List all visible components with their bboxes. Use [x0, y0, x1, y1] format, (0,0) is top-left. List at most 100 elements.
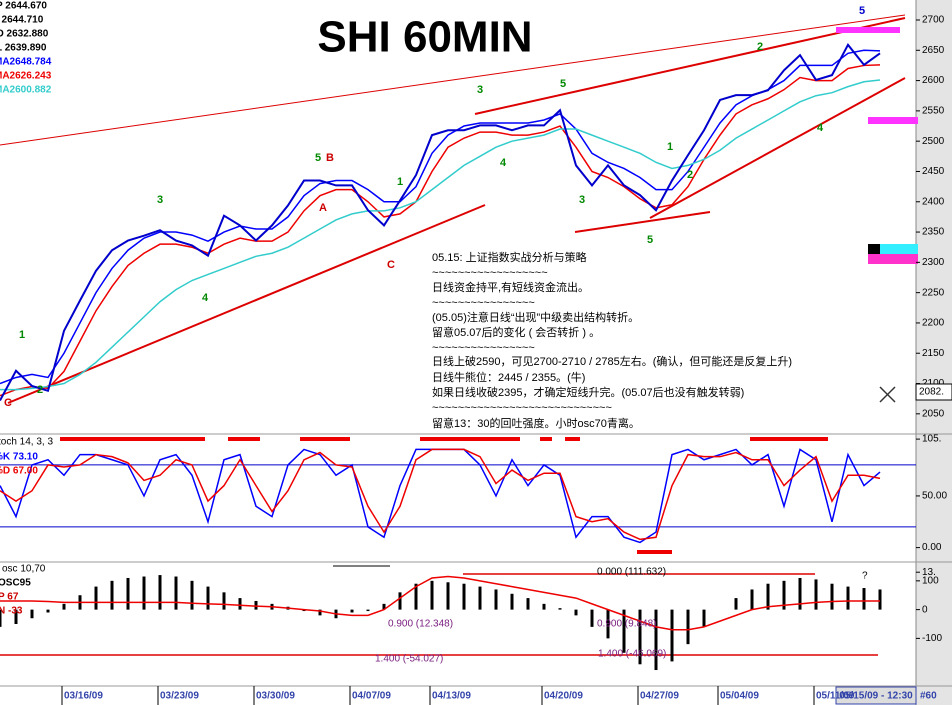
y-tick-label: 2400	[922, 196, 945, 207]
marker	[868, 117, 918, 124]
y-tick-label: 2650	[922, 45, 945, 56]
x-tick-label: 04/07/09	[352, 691, 391, 702]
osc-label: 0.900 (9.848)	[597, 619, 657, 630]
y-tick-label: 2150	[922, 348, 945, 359]
series-line	[0, 575, 880, 631]
wave-label: C	[4, 397, 12, 409]
histogram-bar	[222, 592, 226, 610]
y-tick-label: 100	[922, 575, 939, 586]
histogram-bar	[446, 582, 450, 610]
note-line: ~~~~~~~~~~~~~~~~	[432, 297, 535, 309]
y-tick-label: 50.00	[922, 491, 947, 502]
histogram-bar	[94, 586, 98, 610]
wave-label: 5	[859, 5, 865, 17]
x-tick-label: 03/16/09	[64, 691, 103, 702]
y-tick-label: 2550	[922, 106, 945, 117]
x-tick-label: 04/20/09	[544, 691, 583, 702]
histogram-bar	[574, 609, 578, 616]
histogram-bar	[750, 589, 754, 610]
panel-title: osc 10,70	[2, 564, 46, 575]
wave-label: 5	[560, 78, 566, 90]
marker	[868, 244, 880, 254]
histogram-bar	[782, 580, 786, 610]
close-icon[interactable]	[879, 386, 896, 403]
y-tick-label: 2250	[922, 287, 945, 298]
y-tick-label: 2500	[922, 136, 945, 147]
x-tick-label: 04/27/09	[640, 691, 679, 702]
osc-label: 0.900 (12.348)	[388, 619, 453, 630]
histogram-bar	[846, 586, 850, 610]
osc-label: 0.000 (111.632)	[597, 567, 666, 578]
signal-bar	[565, 437, 580, 441]
histogram-bar	[414, 583, 418, 610]
histogram-bar	[206, 586, 210, 610]
legend-entry: MA2648.784	[0, 57, 52, 68]
series-line	[0, 79, 881, 391]
y-tick-label: 0	[922, 604, 928, 615]
histogram-bar	[46, 609, 50, 613]
legend-entry: %D 67.00	[0, 466, 38, 477]
signal-bar	[60, 437, 205, 441]
y-tick-label: 2050	[922, 408, 945, 419]
histogram-bar	[670, 609, 674, 662]
y-tick-label: 105.	[922, 434, 941, 445]
osc-label: 1.400 (-46.069)	[598, 649, 666, 660]
axis-background	[916, 0, 952, 705]
readout: L 2639.890	[0, 43, 47, 54]
signal-bars	[60, 437, 828, 554]
histogram-bar	[350, 609, 354, 613]
trendline	[649, 77, 906, 219]
histogram-bar	[398, 592, 402, 610]
y-tick-label: 2450	[922, 166, 945, 177]
histogram-bar	[110, 580, 114, 610]
marker	[868, 254, 918, 264]
y-tick-label: 2600	[922, 75, 945, 86]
histogram-bar	[526, 598, 530, 610]
readout: O 2632.880	[0, 29, 49, 40]
y-tick-label: -100	[922, 633, 942, 644]
osc-label: 1.400 (-54.027)	[375, 654, 443, 665]
histogram-bar	[30, 609, 34, 619]
note-line: (05.05)注意日线“出现”中级卖出结构转折。	[432, 310, 639, 324]
note-line: 日线资金持平,有短线资金流出。	[432, 280, 589, 294]
trendline	[574, 211, 711, 233]
interval: #60	[920, 691, 937, 702]
histogram-bar	[878, 589, 882, 610]
histogram-bar	[766, 583, 770, 610]
histogram-bar	[254, 600, 258, 610]
osc-label: ?	[862, 571, 868, 582]
histogram-bar	[366, 609, 370, 612]
legend-entry: MA2600.882	[0, 85, 52, 96]
note-line: 05.15: 上证指数实战分析与策略	[432, 250, 587, 264]
readout: P 2644.670	[0, 1, 47, 12]
histogram-bar	[814, 579, 818, 610]
histogram-bar	[494, 589, 498, 610]
histogram-bar	[142, 576, 146, 610]
histogram-bar	[14, 609, 18, 624]
note-line: 日线上破2590，可见2700-2710 / 2785左右。(确认，但可能还是反…	[432, 354, 792, 368]
signal-bar	[420, 437, 520, 441]
note-line: 留意05.07后的变化 ( 会否转折 ) 。	[432, 325, 600, 339]
trendline	[474, 17, 906, 115]
signal-bar	[300, 437, 350, 441]
histogram-bar	[318, 609, 322, 616]
legend-entry: MA2626.243	[0, 71, 52, 82]
series-line	[0, 448, 881, 541]
wave-label: 2	[37, 384, 43, 396]
histogram-bar	[702, 609, 706, 627]
series-line	[0, 43, 881, 401]
histogram-bar	[0, 609, 2, 627]
y-tick-label: 2200	[922, 318, 945, 329]
readout: N -33	[0, 606, 23, 617]
y-tick-label: 2700	[922, 15, 945, 26]
histogram-bar	[798, 577, 802, 610]
histogram-bar	[62, 603, 66, 610]
wave-label: 4	[817, 122, 824, 134]
wave-label: 4	[202, 292, 209, 304]
x-tick-label: 03/23/09	[160, 691, 199, 702]
signal-bar	[637, 550, 672, 554]
readout: I 2644.710	[0, 15, 44, 26]
note-line: 留意13：30的回吐强度。小时osc70青离。	[432, 416, 640, 430]
histogram-bar	[174, 576, 178, 610]
